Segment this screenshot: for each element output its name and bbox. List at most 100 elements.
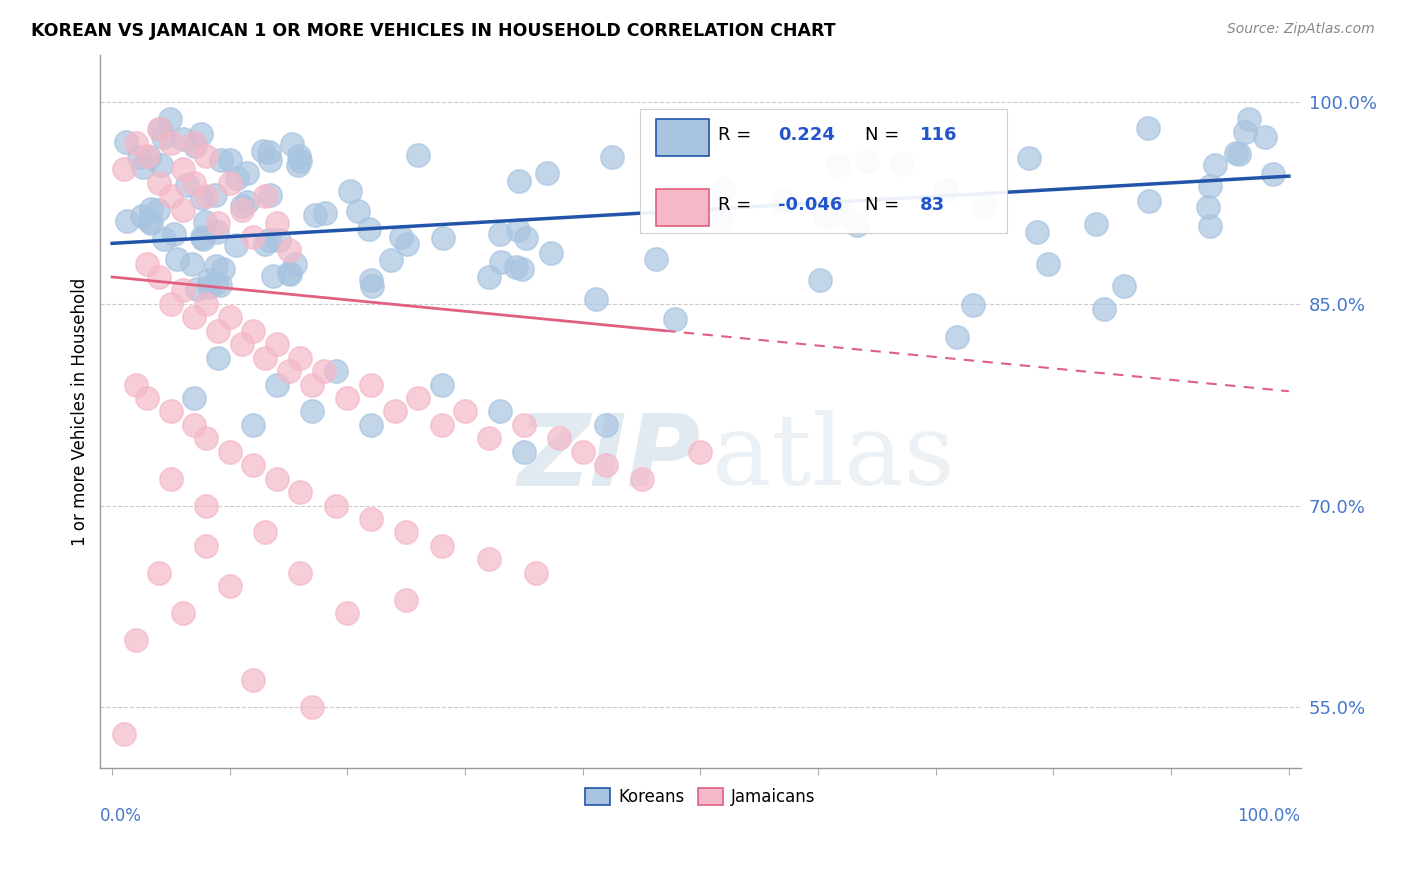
- Point: [132, 160, 155, 174]
- Point: [489, 404, 512, 418]
- Point: [205, 260, 228, 274]
- Point: [211, 153, 233, 167]
- Point: [357, 221, 380, 235]
- Point: [288, 153, 311, 168]
- Point: [288, 149, 311, 163]
- Point: [252, 144, 274, 158]
- Point: [395, 525, 418, 540]
- Point: [141, 216, 163, 230]
- Point: [430, 539, 453, 553]
- Text: Source: ZipAtlas.com: Source: ZipAtlas.com: [1227, 22, 1375, 37]
- Point: [808, 273, 831, 287]
- Point: [259, 153, 281, 167]
- Point: [266, 377, 288, 392]
- Text: R =: R =: [718, 126, 752, 144]
- Point: [827, 158, 849, 172]
- Point: [287, 158, 309, 172]
- Point: [195, 539, 218, 553]
- Point: [1254, 130, 1277, 145]
- FancyBboxPatch shape: [657, 189, 709, 227]
- Point: [301, 700, 323, 714]
- Point: [194, 214, 217, 228]
- Point: [242, 673, 264, 688]
- Text: 116: 116: [920, 126, 957, 144]
- Point: [973, 199, 995, 213]
- Point: [204, 188, 226, 202]
- Text: 100.0%: 100.0%: [1237, 807, 1301, 825]
- Point: [513, 444, 536, 458]
- Point: [856, 153, 879, 168]
- Point: [284, 257, 307, 271]
- Point: [304, 208, 326, 222]
- Point: [325, 364, 347, 378]
- Point: [138, 213, 160, 227]
- Point: [181, 257, 204, 271]
- Point: [176, 178, 198, 192]
- Point: [711, 182, 734, 196]
- Point: [153, 231, 176, 245]
- Point: [207, 351, 229, 365]
- Point: [846, 219, 869, 233]
- Text: R =: R =: [718, 195, 752, 214]
- Point: [478, 269, 501, 284]
- Point: [160, 297, 183, 311]
- Point: [231, 337, 253, 351]
- Point: [360, 512, 382, 526]
- Point: [149, 122, 172, 136]
- Point: [395, 592, 418, 607]
- Point: [508, 174, 530, 188]
- Point: [1137, 194, 1160, 208]
- Point: [314, 206, 336, 220]
- Point: [1225, 145, 1247, 160]
- Point: [148, 202, 170, 217]
- Point: [195, 431, 218, 445]
- Point: [124, 377, 146, 392]
- Point: [226, 171, 249, 186]
- Point: [266, 337, 288, 351]
- Point: [115, 214, 138, 228]
- Point: [301, 404, 323, 418]
- Point: [512, 262, 534, 277]
- Point: [166, 252, 188, 266]
- Point: [131, 209, 153, 223]
- Point: [191, 230, 214, 244]
- Point: [505, 260, 527, 274]
- Point: [513, 417, 536, 432]
- Point: [595, 458, 617, 473]
- Point: [148, 122, 170, 136]
- Point: [115, 135, 138, 149]
- Point: [1038, 257, 1060, 271]
- Point: [242, 417, 264, 432]
- Point: [112, 727, 135, 741]
- Point: [254, 525, 277, 540]
- Point: [1092, 301, 1115, 316]
- Point: [336, 606, 359, 620]
- Point: [136, 149, 159, 163]
- Point: [524, 566, 547, 580]
- Point: [225, 238, 247, 252]
- Point: [218, 310, 240, 325]
- Point: [204, 276, 226, 290]
- Point: [197, 279, 219, 293]
- Point: [277, 364, 299, 378]
- Point: [360, 377, 382, 392]
- Point: [280, 136, 302, 151]
- Point: [347, 204, 370, 219]
- Point: [1233, 125, 1256, 139]
- Point: [159, 112, 181, 127]
- Point: [160, 189, 183, 203]
- Point: [257, 145, 280, 160]
- Point: [191, 191, 214, 205]
- Point: [219, 153, 242, 167]
- Text: N =: N =: [865, 195, 900, 214]
- Text: 0.0%: 0.0%: [100, 807, 142, 825]
- Point: [160, 136, 183, 150]
- Point: [389, 230, 412, 244]
- Point: [1197, 200, 1219, 214]
- Point: [651, 202, 673, 216]
- Point: [1112, 279, 1135, 293]
- Point: [312, 364, 335, 378]
- Point: [630, 472, 652, 486]
- Point: [891, 157, 914, 171]
- Point: [212, 261, 235, 276]
